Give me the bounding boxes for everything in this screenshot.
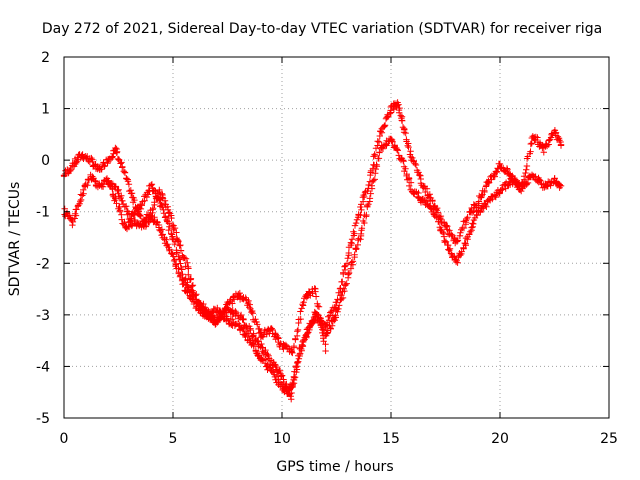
- y-tick-label: 1: [41, 102, 50, 118]
- x-tick-label: 20: [491, 431, 509, 447]
- series-track-c: [104, 177, 329, 357]
- marker-path-track-b: [61, 135, 565, 403]
- y-tick-label: 2: [41, 50, 50, 66]
- y-axis-label: SDTVAR / TECUs: [7, 182, 23, 297]
- y-tick-label: -1: [36, 205, 50, 221]
- x-tick-label: 0: [60, 431, 69, 447]
- x-tick-label: 15: [382, 431, 400, 447]
- x-tick-label: 10: [273, 431, 291, 447]
- marker-path-track-c: [104, 177, 329, 357]
- plot-frame: [63, 56, 610, 419]
- series-track-a: [60, 99, 565, 398]
- data-points: [60, 99, 565, 403]
- y-tick-label: -5: [36, 411, 50, 427]
- x-tick-label: 25: [600, 431, 618, 447]
- chart-title: Day 272 of 2021, Sidereal Day-to-day VTE…: [42, 21, 602, 37]
- y-tick-label: 0: [41, 153, 50, 169]
- y-tick-label: -3: [36, 308, 50, 324]
- x-tick-label: 5: [169, 431, 178, 447]
- axis-ticks: 0 5 10 15 20 25 -5 -4 -3 -2 -1 0 1 2: [36, 50, 618, 447]
- marker-path-track-a: [60, 99, 565, 398]
- y-tick-label: -2: [36, 256, 50, 272]
- series-track-b: [61, 135, 565, 403]
- grid: [64, 57, 609, 418]
- y-tick-label: -4: [36, 359, 50, 375]
- x-axis-label: GPS time / hours: [276, 459, 393, 475]
